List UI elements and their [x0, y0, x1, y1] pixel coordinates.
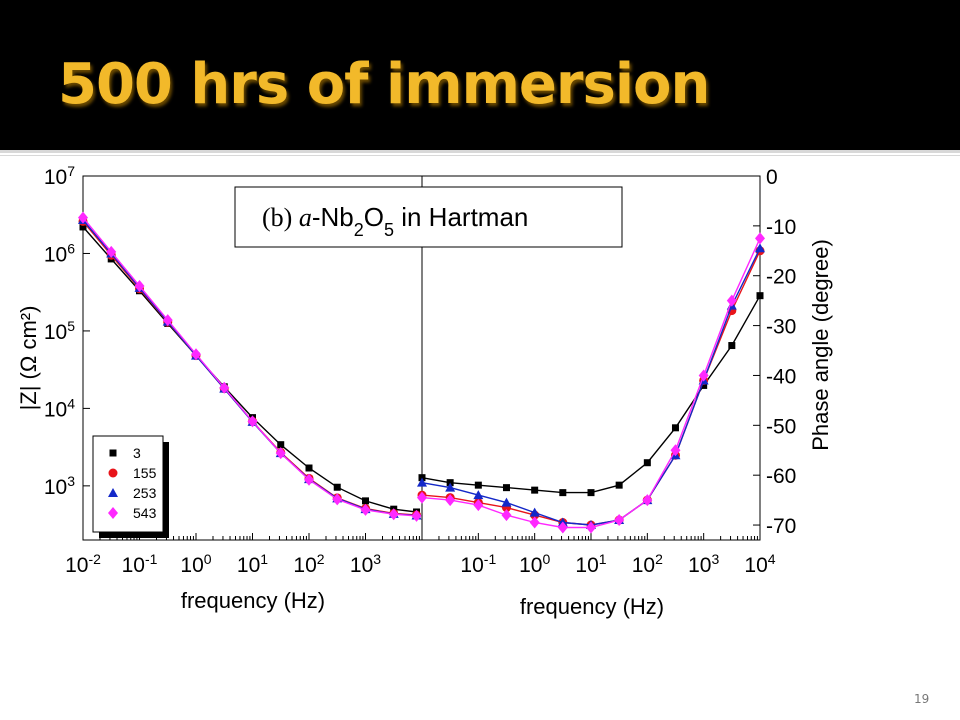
right-data-point: [642, 494, 653, 507]
right-x-tick-label: 102: [632, 551, 663, 577]
right-data-point: [671, 424, 679, 432]
right-data-point: [473, 490, 484, 500]
right-data-point: [417, 491, 427, 504]
right-y-tick-label: -20: [766, 266, 796, 289]
left-data-point: [304, 473, 314, 486]
right-data-point: [755, 232, 765, 245]
left-data-point: [219, 381, 230, 394]
legend-box: [92, 435, 164, 533]
left-y-tick-label: 106: [44, 240, 75, 266]
right-data-point: [756, 292, 764, 300]
right-y-tick-label: -60: [766, 465, 796, 488]
right-data-point: [559, 489, 567, 497]
left-x-tick-label: 100: [180, 551, 211, 577]
right-x-tick-label: 100: [519, 551, 550, 577]
legend-marker: [109, 449, 117, 457]
right-data-point: [728, 342, 736, 350]
right-data-point: [643, 459, 651, 467]
left-data-point: [332, 493, 343, 506]
left-data-point: [362, 497, 369, 505]
right-data-point: [529, 507, 540, 517]
left-data-point: [134, 280, 145, 293]
left-x-tick-label: 102: [293, 551, 324, 577]
left-data-point: [78, 211, 88, 224]
annotation-box: [234, 186, 623, 248]
left-x-tick-label: 10-2: [65, 551, 101, 577]
left-data-point: [106, 245, 117, 258]
right-data-point: [529, 516, 540, 529]
left-data-point: [360, 503, 371, 516]
title-bar: 500 hrs of immersion: [0, 0, 960, 150]
right-data-point: [698, 369, 709, 382]
right-data-point: [700, 381, 708, 389]
right-x-tick-label: 103: [688, 551, 719, 577]
title-divider-thin: [0, 155, 960, 156]
left-x-axis-label: frequency (Hz): [181, 588, 325, 613]
right-y-tick-label: 0: [766, 166, 778, 189]
legend-label: 543: [133, 505, 157, 521]
right-data-point: [614, 514, 625, 527]
page-number: 19: [914, 692, 930, 706]
right-data-point: [417, 477, 427, 487]
left-x-tick-label: 103: [350, 551, 381, 577]
legend-marker: [108, 468, 118, 478]
left-data-point: [388, 508, 399, 521]
right-data-point: [670, 444, 681, 457]
left-data-point: [305, 464, 313, 472]
left-x-tick-label: 10-1: [122, 551, 158, 577]
left-data-point: [191, 348, 201, 361]
left-data-point: [247, 415, 258, 428]
legend-label: 253: [133, 485, 157, 501]
right-data-point: [557, 521, 568, 534]
right-y-tick-label: -30: [766, 316, 796, 339]
right-series-line-155: [421, 250, 761, 526]
right-data-point: [755, 243, 765, 253]
left-y-tick-label: 103: [44, 473, 75, 499]
right-x-axis-label: frequency (Hz): [520, 594, 664, 619]
legend-label: 155: [133, 465, 157, 481]
right-data-point: [586, 521, 596, 534]
slide-title: 500 hrs of immersion: [58, 52, 710, 117]
right-series-line-253: [421, 247, 761, 526]
right-x-tick-label: 104: [744, 551, 775, 577]
right-series-line-3: [421, 295, 761, 494]
left-data-point: [411, 509, 422, 522]
right-y-tick-label: -50: [766, 415, 796, 438]
right-x-tick-label: 101: [575, 551, 606, 577]
right-data-point: [502, 484, 510, 492]
title-divider: [0, 150, 960, 153]
right-data-point: [615, 481, 623, 489]
right-data-point: [473, 499, 484, 512]
right-data-point: [445, 482, 456, 492]
left-data-point: [333, 483, 341, 491]
right-x-tick-label: 10-1: [460, 551, 496, 577]
annotation-text: (b) a-Nb2O5 in Hartman: [262, 202, 528, 240]
left-y-tick-label: 104: [44, 395, 75, 421]
left-y-tick-label: 107: [44, 163, 75, 189]
right-y-tick-label: -70: [766, 515, 796, 538]
right-data-point: [501, 497, 512, 507]
right-data-point: [445, 494, 456, 507]
left-data-point: [277, 441, 285, 449]
legend-marker: [108, 507, 118, 519]
left-x-tick-label: 101: [237, 551, 268, 577]
right-data-point: [474, 481, 482, 489]
right-data-point: [531, 486, 539, 494]
left-y-axis-label: |Z| (Ω cm²): [16, 306, 41, 411]
legend-marker: [108, 488, 118, 497]
right-y-axis-label: Phase angle (degree): [808, 239, 833, 451]
left-data-point: [162, 314, 173, 327]
right-data-point: [501, 509, 512, 522]
left-data-point: [275, 447, 286, 460]
legend-label: 3: [133, 445, 141, 461]
right-y-tick-label: -10: [766, 216, 796, 239]
right-data-point: [587, 489, 595, 497]
left-data-point: [79, 223, 87, 231]
right-y-tick-label: -40: [766, 365, 796, 388]
left-y-tick-label: 105: [44, 318, 75, 344]
right-data-point: [726, 294, 737, 307]
